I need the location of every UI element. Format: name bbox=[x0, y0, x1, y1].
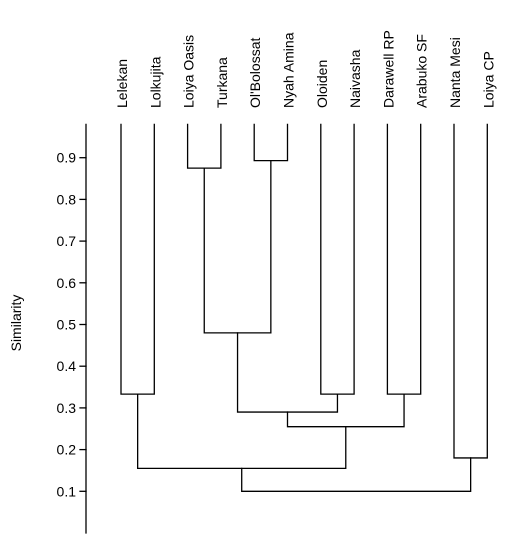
leaf-label: Oloiden bbox=[314, 60, 330, 108]
y-tick-label: 0.8 bbox=[57, 191, 77, 207]
leaf-labels: Lelekan Lolkujita Loiya Oasis Turkana Ol'Bol… bbox=[114, 30, 496, 108]
dendrogram-branch-F bbox=[386, 123, 422, 395]
dendrogram-branch-J bbox=[137, 393, 347, 470]
dendrogram-branch-B bbox=[186, 123, 222, 169]
leaf-label: Ol'Bolossat bbox=[247, 38, 263, 108]
dendrogram-branch-K bbox=[241, 457, 472, 492]
leaf-label: Lolkujita bbox=[147, 56, 163, 108]
leaf-label: Loiya Oasis bbox=[181, 35, 197, 108]
leaf-label: Arabuko SF bbox=[414, 34, 430, 108]
dendrogram-branch-D bbox=[203, 159, 272, 334]
dendrogram-branch-I bbox=[453, 123, 488, 459]
y-tick-label: 0.9 bbox=[57, 150, 77, 166]
leaf-label: Naivasha bbox=[347, 49, 363, 108]
y-tick-label: 0.1 bbox=[57, 483, 77, 499]
dendrogram-branch-H bbox=[286, 393, 405, 428]
dendrogram-branch-C bbox=[253, 123, 289, 162]
leaf-label: Lelekan bbox=[114, 59, 130, 108]
y-axis: 0.1 0.2 0.3 0.4 0.5 0.6 0.7 0.8 0.9 bbox=[57, 123, 87, 534]
y-axis-label: Similarity bbox=[8, 295, 24, 352]
y-tick-label: 0.3 bbox=[57, 400, 77, 416]
dendrogram-tree bbox=[120, 123, 488, 492]
y-tick-label: 0.6 bbox=[57, 275, 77, 291]
leaf-label: Nanta Mesi bbox=[447, 37, 463, 108]
leaf-label: Loiya CP bbox=[480, 51, 496, 108]
leaf-label: Turkana bbox=[214, 57, 230, 108]
dendrogram-branch-A bbox=[120, 123, 155, 395]
leaf-label: Darawell RP bbox=[380, 30, 396, 108]
leaf-label: Nyah Amina bbox=[281, 32, 297, 108]
dendrogram-branch-E bbox=[320, 123, 355, 395]
y-tick-label: 0.7 bbox=[57, 233, 77, 249]
y-tick-label: 0.4 bbox=[57, 358, 77, 374]
y-tick-label: 0.2 bbox=[57, 442, 77, 458]
dendrogram-branch-G bbox=[236, 332, 339, 413]
y-tick-label: 0.5 bbox=[57, 317, 77, 333]
